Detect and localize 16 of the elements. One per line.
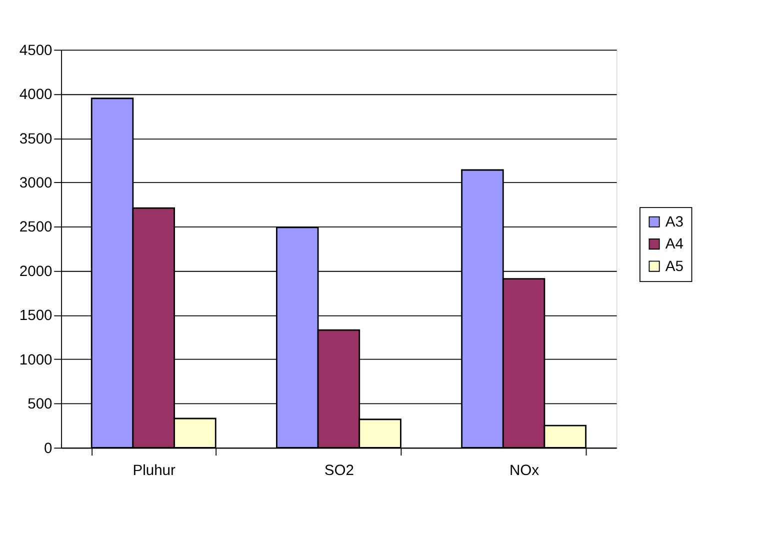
legend-label: A3 (665, 214, 684, 230)
x-tick-label: NOx (509, 462, 540, 479)
legend-label: A5 (665, 258, 684, 275)
y-tick-label: 2500 (19, 220, 52, 236)
y-tick-label: 4000 (19, 87, 52, 104)
x-tick-label: SO2 (324, 462, 354, 479)
y-tick-label: 1000 (19, 352, 52, 368)
legend-label: A4 (665, 236, 684, 253)
y-tick-label: 4500 (19, 42, 52, 59)
y-tick-label: 2000 (19, 264, 52, 280)
y-tick-label: 3500 (19, 131, 52, 148)
y-tick-label: 0 (44, 440, 52, 457)
y-tick-label: 3000 (19, 175, 52, 192)
y-tick-label: 500 (28, 396, 52, 413)
x-tick-label: Pluhur (132, 462, 176, 479)
y-tick-label: 1500 (19, 308, 52, 324)
